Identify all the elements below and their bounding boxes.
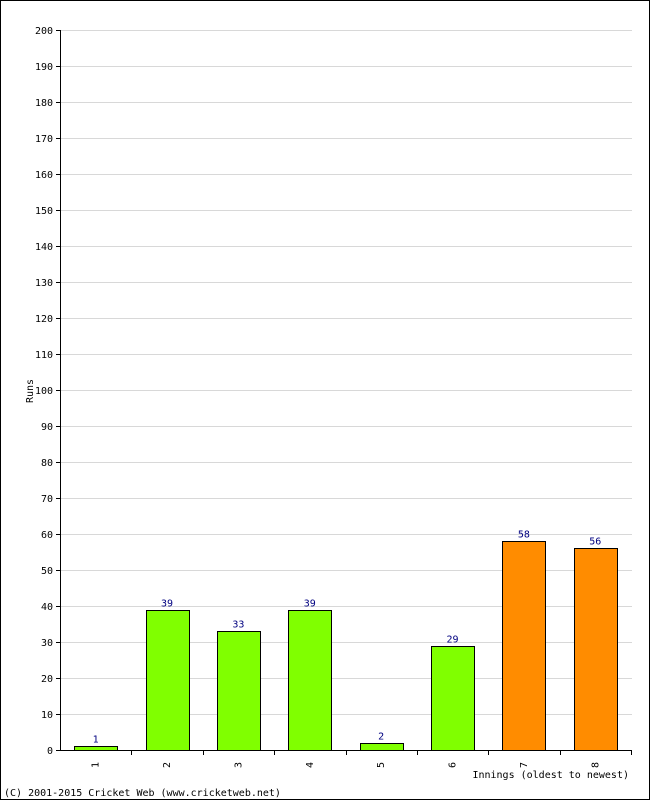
bar-innings-1 [74, 746, 118, 751]
y-axis-title: Runs [25, 379, 36, 403]
x-tick-label-6: 6 [448, 762, 459, 768]
y-tick-label-110: 110 [35, 350, 53, 361]
data-label-1: 1 [93, 735, 99, 746]
y-tick-label-140: 140 [35, 242, 53, 253]
x-tick-labels: 1 2 3 4 5 6 7 8 [91, 762, 602, 768]
data-label-4: 39 [304, 599, 316, 610]
y-tick-label-200: 200 [35, 26, 53, 37]
copyright-footer: (C) 2001-2015 Cricket Web (www.cricketwe… [4, 788, 281, 799]
y-tick-label-160: 160 [35, 170, 53, 181]
bar-innings-5 [360, 743, 404, 751]
y-tick-label-70: 70 [41, 494, 53, 505]
y-tick-label-60: 60 [41, 530, 53, 541]
data-label-5: 2 [378, 732, 384, 743]
bars-layer [74, 541, 618, 751]
x-tick-label-2: 2 [162, 762, 173, 768]
data-label-3: 33 [232, 620, 244, 631]
y-tick-labels: 0 10 20 30 40 50 60 70 80 90 100 110 120 130 140 150 160… [35, 26, 53, 757]
bar-innings-3 [217, 631, 261, 751]
data-label-8: 56 [589, 537, 601, 548]
y-tick-label-40: 40 [41, 602, 53, 613]
x-tick-label-4: 4 [305, 762, 316, 768]
x-tick-label-1: 1 [91, 762, 102, 768]
y-tick-label-30: 30 [41, 638, 53, 649]
y-tick-label-90: 90 [41, 422, 53, 433]
data-label-7: 58 [518, 530, 530, 541]
y-tick-label-120: 120 [35, 314, 53, 325]
x-tick-label-5: 5 [376, 762, 387, 768]
bar-innings-6 [431, 646, 475, 751]
bar-innings-2 [146, 610, 190, 751]
x-tick-label-8: 8 [590, 762, 601, 768]
x-tick-label-3: 3 [233, 762, 244, 768]
y-tick-label-100: 100 [35, 386, 53, 397]
grid-layer [60, 30, 632, 715]
y-tick-label-150: 150 [35, 206, 53, 217]
data-label-2: 39 [161, 599, 173, 610]
bar-innings-7 [502, 541, 546, 751]
x-tick-label-7: 7 [519, 762, 530, 768]
data-label-6: 29 [447, 635, 459, 646]
y-tick-label-180: 180 [35, 98, 53, 109]
bar-innings-4 [288, 610, 332, 751]
y-tick-label-80: 80 [41, 458, 53, 469]
y-tick-label-50: 50 [41, 566, 53, 577]
data-labels: 1 39 33 39 2 29 58 56 [93, 530, 602, 746]
bar-innings-8 [574, 548, 618, 751]
y-tick-label-10: 10 [41, 710, 53, 721]
y-tick-label-190: 190 [35, 62, 53, 73]
y-tick-label-170: 170 [35, 134, 53, 145]
x-axis-title: Innings (oldest to newest) [472, 770, 629, 781]
axes-layer [56, 30, 632, 755]
y-tick-label-20: 20 [41, 674, 53, 685]
y-tick-label-130: 130 [35, 278, 53, 289]
y-tick-label-0: 0 [47, 746, 53, 757]
